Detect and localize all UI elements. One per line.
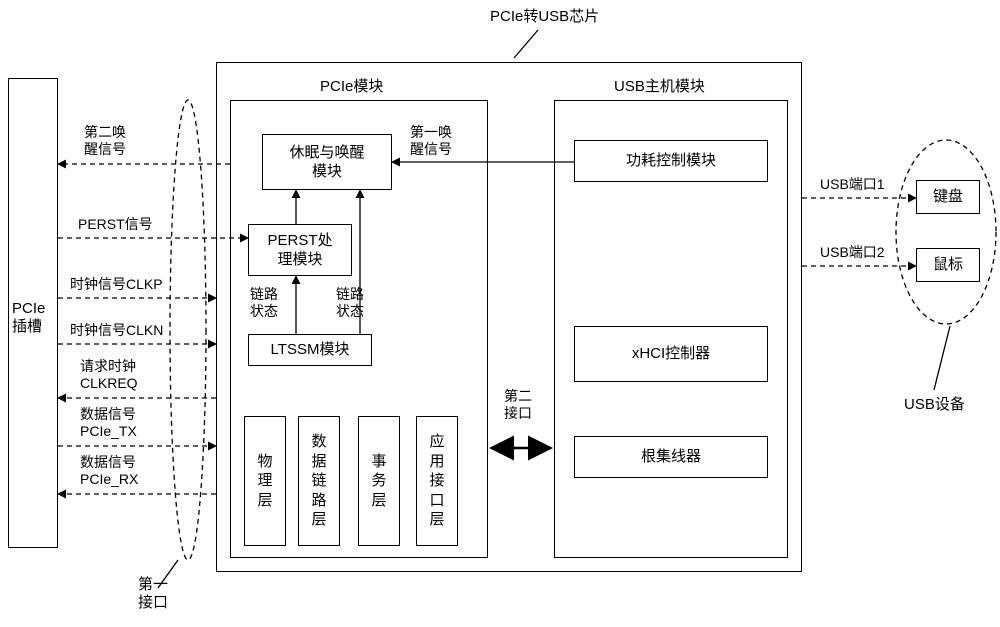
pcie-module-title: PCIe模块 — [320, 78, 383, 96]
pcie-slot-title: PCIe插槽 — [12, 300, 45, 336]
mouse-box: 鼠标 — [916, 248, 980, 282]
sig-clkp: 时钟信号CLKP — [70, 276, 163, 293]
xhci-box: xHCI控制器 — [574, 326, 768, 382]
link-state-left: 链路状态 — [250, 286, 278, 320]
second-if-label: 第二接口 — [504, 388, 532, 422]
layer-trans: 事务层 — [358, 416, 400, 546]
sig-pcietx: 数据信号PCIe_TX — [80, 406, 137, 440]
usb-devices-label: USB设备 — [904, 396, 965, 414]
ltssm-box: LTSSM模块 — [248, 334, 372, 366]
root-hub-box: 根集线器 — [574, 436, 768, 478]
layer-phy: 物理层 — [244, 416, 286, 546]
chip-label: PCIe转USB芯片 — [490, 8, 599, 26]
usb-host-title: USB主机模块 — [614, 78, 705, 96]
sig-clkn: 时钟信号CLKN — [70, 322, 163, 339]
sig-wake2: 第二唤醒信号 — [84, 124, 126, 158]
keyboard-box: 键盘 — [916, 180, 980, 214]
perst-box: PERST处理模块 — [248, 224, 352, 276]
first-wake-label: 第一唤醒信号 — [410, 124, 452, 158]
link-state-right: 链路状态 — [336, 286, 364, 320]
layer-app: 应用接口层 — [416, 416, 458, 546]
power-ctrl-box: 功耗控制模块 — [574, 140, 768, 182]
sig-pcierx: 数据信号PCIe_RX — [80, 454, 138, 488]
sig-perst: PERST信号 — [78, 216, 153, 233]
usb-port2: USB端口2 — [820, 244, 885, 261]
first-if-label: 第一接口 — [138, 576, 168, 612]
sleep-wake-box: 休眠与唤醒模块 — [262, 134, 392, 190]
sig-clkreq: 请求时钟CLKREQ — [80, 358, 138, 392]
layer-datalink: 数据链路层 — [298, 416, 340, 546]
usb-port1: USB端口1 — [820, 176, 885, 193]
